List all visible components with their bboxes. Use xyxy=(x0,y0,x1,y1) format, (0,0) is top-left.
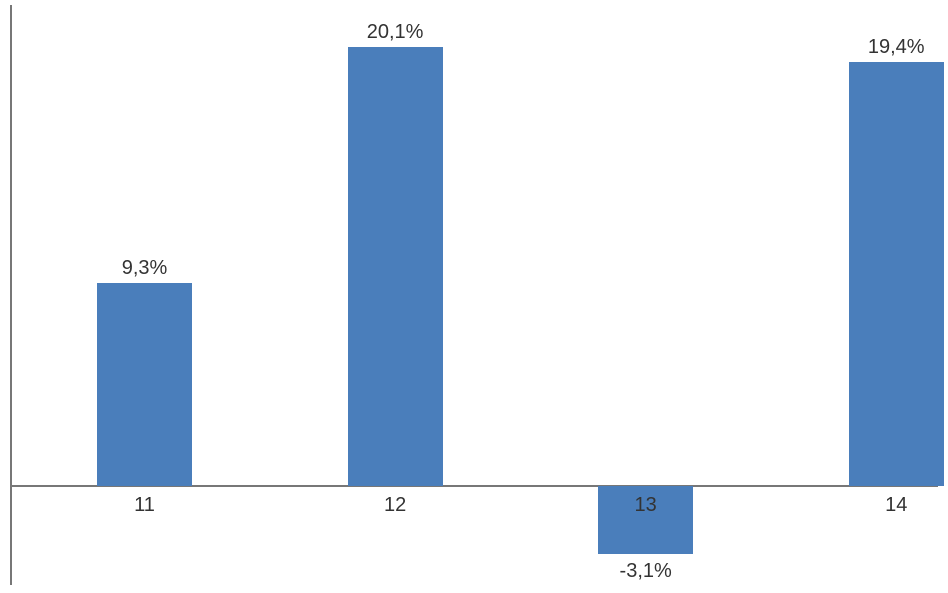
bar xyxy=(97,283,192,487)
bar-value-label: 9,3% xyxy=(67,257,222,280)
y-axis xyxy=(10,5,12,585)
bar-value-label: 19,4% xyxy=(819,36,948,59)
bar-value-label: -3,1% xyxy=(568,560,723,583)
category-label: 14 xyxy=(856,494,936,517)
plot-area: 9,3%1120,1%12-3,1%1319,4%14 xyxy=(10,5,938,585)
bar xyxy=(348,47,443,487)
bar-value-label: 20,1% xyxy=(318,21,473,44)
category-label: 13 xyxy=(606,494,686,517)
category-label: 11 xyxy=(105,494,185,517)
bar-chart: 9,3% 11 20,1% 12 -3,1% 13 19,4% 14 xyxy=(0,0,948,593)
category-label: 12 xyxy=(355,494,435,517)
bar xyxy=(849,62,944,487)
